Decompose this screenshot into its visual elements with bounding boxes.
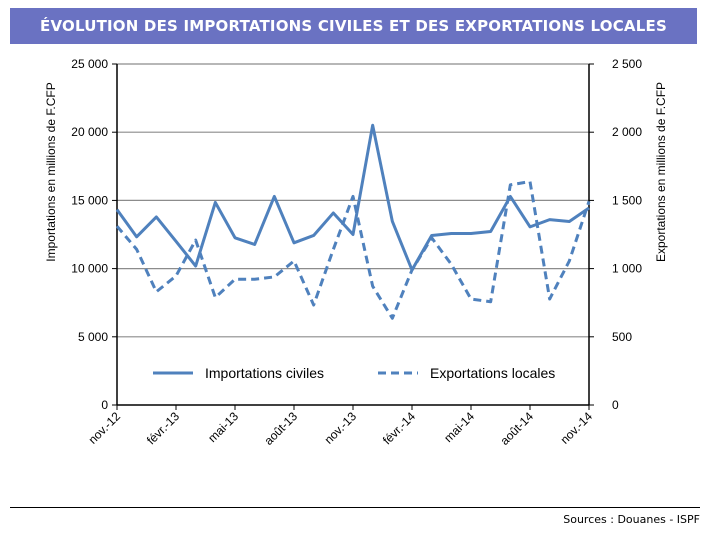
x-tick-label: août-13 <box>261 409 300 448</box>
y-tick-label: 5 000 <box>78 330 108 344</box>
series-line-exportations <box>115 180 591 320</box>
chart-title: ÉVOLUTION DES IMPORTATIONS CIVILES ET DE… <box>10 8 697 44</box>
x-tick-label: mai-14 <box>441 409 477 445</box>
x-tick-label: mai-13 <box>205 409 241 445</box>
y-tick-label: 0 <box>101 398 108 412</box>
sources-note: Sources : Douanes - ISPF <box>563 513 700 526</box>
y-tick-label: 10 000 <box>71 262 108 276</box>
x-tick-label: nov.-12 <box>86 409 124 447</box>
x-tick-label: nov.-13 <box>322 409 360 447</box>
y-tick-label: 20 000 <box>71 125 108 139</box>
y2-tick-label: 2 000 <box>612 125 642 139</box>
legend-label-exportations: Exportations locales <box>430 365 555 381</box>
footer-divider <box>10 507 700 508</box>
x-tick-label: févr.-14 <box>380 409 418 447</box>
x-tick-label: août-14 <box>497 409 536 448</box>
y2-tick-label: 0 <box>612 398 619 412</box>
y-tick-label: 25 000 <box>71 57 108 71</box>
y2-tick-label: 1 500 <box>612 193 642 207</box>
y2-axis-title: Exportations en millions de F.CFP <box>654 82 668 262</box>
y-tick-label: 15 000 <box>71 193 108 207</box>
x-tick-label: févr.-13 <box>144 409 182 447</box>
y2-tick-label: 1 000 <box>612 262 642 276</box>
y2-tick-label: 500 <box>612 330 632 344</box>
y2-tick-label: 2 500 <box>612 57 642 71</box>
x-tick-label: nov.-14 <box>558 409 596 447</box>
y-axis-title: Importations en millions de F.CFP <box>44 82 58 261</box>
legend-label-importations: Importations civiles <box>205 365 324 381</box>
